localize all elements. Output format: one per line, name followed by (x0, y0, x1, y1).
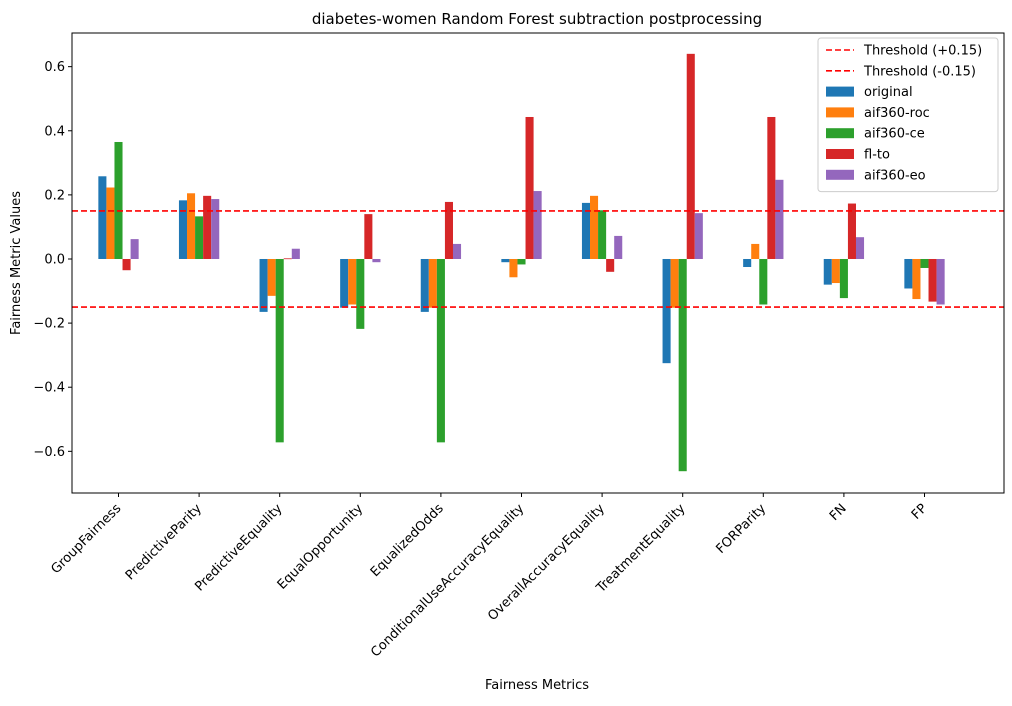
bar-aif360-roc-PredictiveEquality (267, 258, 276, 296)
x-tick-label: FP (909, 501, 931, 523)
bar-aif360-ce-PredictiveEquality (275, 258, 284, 443)
y-axis-label: Fairness Metric Values (9, 191, 24, 335)
x-tick-label: FN (827, 501, 850, 524)
bar-aif360-eo-ConditionalUseAccuracyEquality (533, 191, 542, 259)
bar-aif360-ce-EqualOpportunity (356, 258, 365, 329)
bar-aif360-eo-EqualOpportunity (372, 258, 381, 263)
bar-original-EqualizedOdds (420, 258, 429, 312)
bar-aif360-roc-TreatmentEquality (670, 258, 679, 308)
bar-aif360-roc-PredictiveParity (187, 193, 196, 259)
bar-fl-to-ConditionalUseAccuracyEquality (525, 116, 534, 259)
x-tick-label: FORParity (713, 501, 769, 557)
bar-fl-to-TreatmentEquality (686, 53, 695, 259)
bar-aif360-eo-OverallAccuracyEquality (614, 235, 623, 259)
bar-aif360-roc-OverallAccuracyEquality (590, 195, 599, 259)
bar-original-ConditionalUseAccuracyEquality (501, 258, 510, 263)
bar-aif360-ce-PredictiveParity (195, 216, 204, 259)
bar-original-EqualOpportunity (340, 258, 349, 308)
bar-original-PredictiveParity (178, 200, 188, 259)
bar-aif360-ce-FORParity (759, 258, 768, 305)
legend-patch-swatch (826, 169, 854, 180)
legend-label: Threshold (-0.15) (863, 64, 976, 79)
bar-original-FORParity (743, 258, 752, 268)
y-ticks: −0.6 −0.4 −0.2 0.0 0.2 0.4 0.6 (33, 60, 72, 460)
y-tick-label: −0.4 (33, 381, 65, 396)
bar-fl-to-OverallAccuracyEquality (606, 258, 615, 272)
bar-fl-to-EqualizedOdds (444, 201, 453, 259)
bar-aif360-roc-FN (831, 258, 840, 284)
legend-patch-swatch (826, 128, 854, 139)
plot-frame (71, 32, 1005, 494)
legend-label: original (864, 85, 913, 100)
x-axis-label: Fairness Metrics (485, 678, 589, 693)
x-tick-label: GroupFairness (48, 501, 124, 577)
y-tick-label: 0.0 (44, 252, 65, 267)
bar-original-FN (823, 258, 832, 285)
bar-aif360-ce-ConditionalUseAccuracyEquality (517, 258, 526, 265)
y-tick-label: −0.2 (33, 317, 65, 332)
x-tick-label: PredictiveEquality (192, 501, 285, 594)
bar-original-FP (904, 258, 913, 289)
bar-original-TreatmentEquality (662, 258, 671, 364)
bar-aif360-eo-EqualizedOdds (452, 243, 462, 259)
bar-aif360-eo-PredictiveEquality (291, 248, 300, 259)
legend: Threshold (+0.15) Threshold (-0.15) origin… (817, 37, 999, 193)
chart-title: diabetes-women Random Forest subtraction… (312, 10, 762, 28)
x-tick-label: EqualizedOdds (368, 501, 447, 580)
legend-label: aif360-eo (864, 168, 926, 183)
bar-aif360-ce-FN (839, 258, 848, 299)
bar-aif360-roc-EqualizedOdds (428, 258, 437, 308)
bar-aif360-eo-GroupFairness (130, 239, 139, 259)
bar-fl-to-FP (928, 258, 937, 302)
legend-patch-swatch (826, 86, 854, 97)
x-tick-label: TreatmentEquality (593, 501, 689, 597)
legend-label: fl-to (864, 148, 890, 163)
bar-aif360-ce-TreatmentEquality (678, 258, 687, 472)
bar-aif360-eo-FORParity (775, 179, 784, 259)
threshold-layer (72, 210, 1004, 308)
y-tick-label: 0.2 (44, 188, 65, 203)
bar-aif360-ce-GroupFairness (114, 141, 123, 259)
bar-fl-to-EqualOpportunity (364, 214, 373, 259)
legend-label: Threshold (+0.15) (863, 44, 982, 59)
bar-original-PredictiveEquality (259, 258, 268, 312)
bar-fl-to-GroupFairness (122, 258, 131, 271)
bar-aif360-ce-OverallAccuracyEquality (598, 210, 607, 259)
bar-fl-to-FN (847, 203, 856, 259)
bar-aif360-eo-FP (936, 258, 945, 305)
bar-original-GroupFairness (98, 176, 107, 259)
legend-label: aif360-roc (864, 106, 930, 121)
bar-aif360-eo-PredictiveParity (211, 199, 220, 259)
x-tick-label: PredictiveParity (123, 501, 205, 583)
bar-fl-to-FORParity (767, 116, 776, 259)
legend-box (817, 37, 999, 193)
bar-aif360-ce-EqualizedOdds (436, 258, 445, 443)
x-tick-label: ConditionalUseAccuracyEquality (368, 501, 527, 660)
bar-aif360-roc-GroupFairness (106, 187, 115, 259)
y-tick-label: −0.6 (33, 445, 65, 460)
bars-layer (98, 53, 945, 472)
bar-aif360-roc-FP (912, 258, 921, 300)
x-tick-label: EqualOpportunity (275, 501, 367, 593)
y-tick-label: 0.6 (44, 60, 65, 75)
bar-aif360-eo-FN (855, 237, 865, 259)
bar-aif360-ce-FP (920, 258, 929, 268)
bar-fl-to-PredictiveEquality (283, 258, 292, 260)
bar-fl-to-PredictiveParity (203, 195, 212, 259)
bar-aif360-eo-TreatmentEquality (694, 213, 703, 259)
bar-original-OverallAccuracyEquality (581, 202, 591, 259)
y-tick-label: 0.4 (44, 124, 65, 139)
legend-patch-swatch (826, 107, 854, 118)
legend-patch-swatch (826, 149, 854, 159)
bar-aif360-roc-ConditionalUseAccuracyEquality (509, 258, 518, 278)
x-ticks: GroupFairnessPredictiveParityPredictiveE… (48, 493, 930, 660)
bar-aif360-roc-EqualOpportunity (348, 258, 357, 305)
legend-label: aif360-ce (864, 127, 925, 142)
bar-aif360-roc-FORParity (751, 243, 760, 259)
axes-layer (71, 32, 1005, 494)
